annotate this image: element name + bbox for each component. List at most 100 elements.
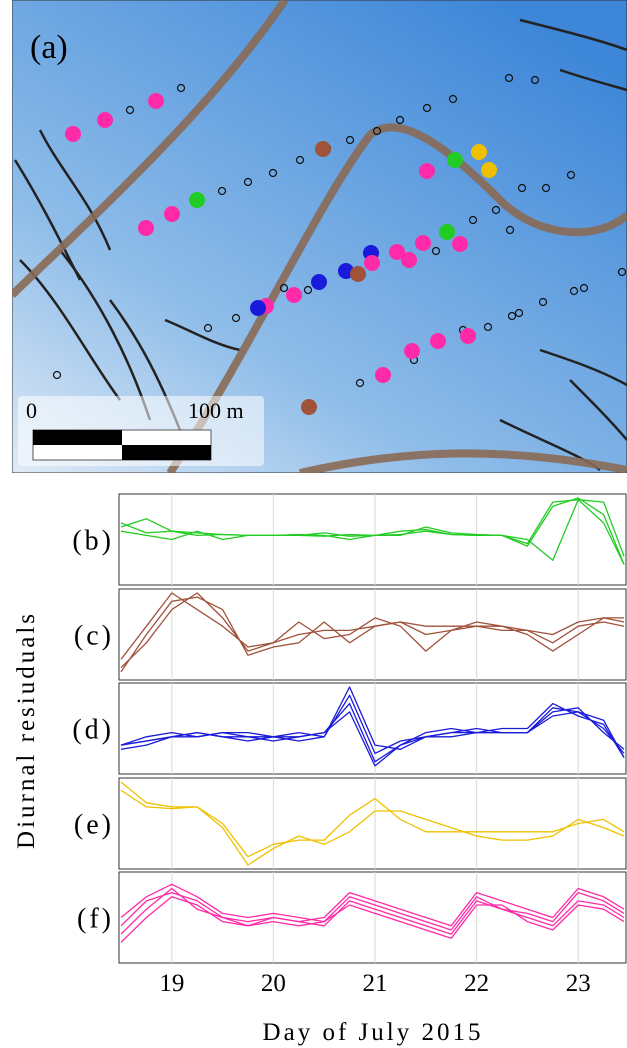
panel-frame [118, 777, 627, 870]
sensor-point [231, 313, 241, 323]
sensor-point [401, 252, 417, 268]
panel: 19 20 21 22 23 (f) [77, 871, 627, 997]
panel-frame [118, 588, 627, 681]
panel-frame [118, 871, 627, 964]
sensor-point [338, 263, 354, 279]
sensor-point [530, 75, 540, 85]
x-tick-label: 21 [363, 970, 388, 997]
sensor-point [468, 215, 478, 225]
sensor-point [52, 370, 62, 380]
scale-start: 0 [26, 398, 37, 423]
sensor-point [250, 300, 266, 316]
sensor-point [452, 236, 468, 252]
sensor-point [345, 135, 355, 145]
sensor-point [375, 367, 391, 383]
map: (a) 0 100 m [12, 0, 627, 473]
panel: (e) [74, 777, 627, 870]
roads [12, 0, 627, 473]
sensor-point [350, 266, 366, 282]
sensor-point [148, 93, 164, 109]
sensor-point [439, 224, 455, 240]
panel-label: (f) [77, 904, 114, 935]
series-line [120, 789, 625, 866]
sensor-point [295, 155, 305, 165]
panel: (d) [72, 682, 627, 775]
sensor-point [491, 205, 501, 215]
sensor-point [517, 183, 527, 193]
sensor-point [415, 235, 431, 251]
series-line [120, 686, 625, 750]
series-line [120, 592, 625, 660]
sensor-point [404, 343, 420, 359]
sensor-point [303, 285, 313, 295]
sensor-point [315, 141, 331, 157]
scale-end: 100 m [188, 398, 244, 423]
series-line [120, 891, 625, 935]
sensor-points [52, 73, 627, 415]
sensor-point [176, 83, 186, 93]
sensor-point [448, 94, 458, 104]
sensor-point [419, 163, 435, 179]
series-line [120, 497, 625, 565]
x-axis-label: Day of July 2015 [263, 1019, 484, 1046]
sensor-point [566, 170, 576, 180]
sensor-point [217, 186, 227, 196]
panel: (c) [74, 588, 627, 681]
series-line [120, 781, 625, 858]
sensor-point [483, 322, 493, 332]
sensor-point [447, 152, 463, 168]
panel: (b) [72, 493, 627, 586]
sensor-point [431, 246, 441, 256]
sensor-point [569, 286, 579, 296]
sensor-point [538, 297, 548, 307]
sensor-point [279, 283, 289, 293]
sensor-point [138, 220, 154, 236]
series-line [120, 887, 625, 943]
sensor-point [301, 399, 317, 415]
sensor-point [268, 168, 278, 178]
panel-frame [118, 493, 627, 586]
sensor-point [189, 192, 205, 208]
sensor-point [125, 105, 135, 115]
sensor-point [460, 328, 476, 344]
sensor-point [505, 225, 515, 235]
sensor-point [355, 378, 365, 388]
sensor-point [481, 162, 497, 178]
x-tick-label: 19 [159, 970, 184, 997]
scale-bar [122, 445, 211, 460]
sensor-point [243, 177, 253, 187]
sensor-point [422, 103, 432, 113]
panel-label: (d) [72, 715, 114, 746]
panel-frame [118, 682, 627, 775]
sensor-point [504, 73, 514, 83]
sensor-point [514, 308, 524, 318]
x-tick-label: 23 [566, 970, 591, 997]
sensor-point [395, 115, 405, 125]
series-line [120, 883, 625, 939]
panel-label: (b) [72, 526, 114, 557]
sensor-point [311, 274, 327, 290]
scale-bar [33, 430, 122, 445]
y-axis-label: Diurnal resiuduals [13, 611, 40, 849]
sensor-point [65, 126, 81, 142]
sensor-point [579, 283, 589, 293]
map-label: (a) [30, 29, 68, 66]
sensor-point [372, 126, 382, 136]
series-line [120, 711, 625, 767]
panels: (b) (c) (d) (e) 19 20 21 22 23 (f) [72, 493, 627, 997]
sensor-point [364, 255, 380, 271]
panel-label: (c) [74, 621, 114, 652]
sensor-point [507, 311, 517, 321]
sensor-point [430, 333, 446, 349]
sensor-point [286, 287, 302, 303]
series-line [120, 887, 625, 935]
sensor-point [203, 323, 213, 333]
sensor-point [541, 183, 551, 193]
sensor-point [389, 244, 405, 260]
x-tick-label: 22 [464, 970, 489, 997]
sensor-point [617, 267, 627, 277]
panel-label: (e) [74, 810, 114, 841]
sensor-point [97, 112, 113, 128]
sensor-point [471, 144, 487, 160]
